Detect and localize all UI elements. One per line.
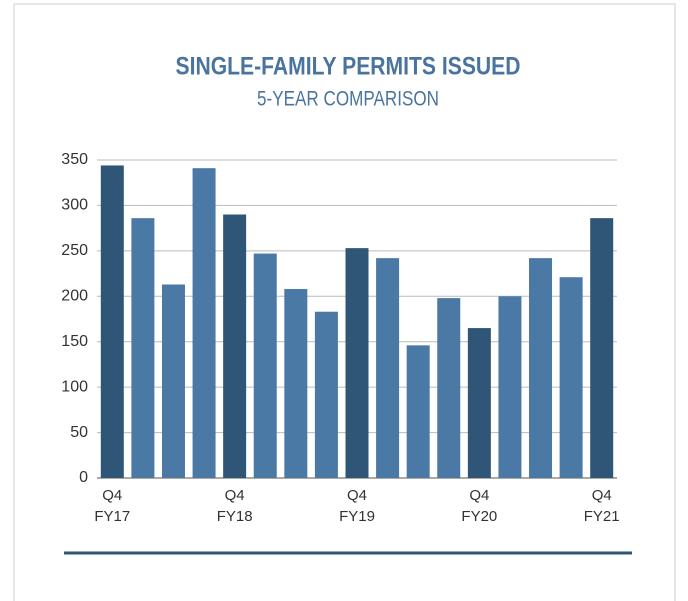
bar (345, 248, 369, 478)
bar (223, 214, 247, 478)
y-tick-label: 0 (79, 469, 88, 486)
bar (284, 289, 308, 478)
y-tick-label: 150 (61, 333, 88, 350)
y-tick-label: 100 (61, 378, 88, 395)
x-tick-label: Q4 FY20 (461, 487, 498, 525)
chart-title: SINGLE-FAMILY PERMITS ISSUED (176, 53, 521, 81)
bar (161, 284, 185, 478)
y-tick-label: 350 (61, 151, 88, 168)
x-tick-label: Q4 FY17 (94, 487, 131, 525)
bar (590, 218, 614, 479)
y-tick-label: 50 (70, 424, 88, 441)
bar (314, 311, 338, 478)
x-tick-label: Q4 FY19 (339, 487, 375, 525)
bar (529, 258, 553, 478)
y-tick-label: 200 (61, 288, 88, 305)
bar (192, 168, 216, 479)
bar (437, 298, 461, 478)
bar (467, 328, 491, 478)
chart-subtitle: 5-YEAR COMPARISON (257, 88, 439, 111)
bar (406, 345, 430, 478)
y-tick-label: 300 (61, 197, 88, 214)
frame (13, 3, 676, 601)
bar (253, 253, 277, 478)
bar (131, 218, 155, 479)
bar (100, 165, 124, 479)
bar (498, 296, 522, 478)
x-tick-label: Q4 FY18 (216, 487, 253, 525)
bar (376, 258, 400, 478)
y-tick-label: 250 (61, 242, 88, 259)
x-tick-label: Q4 FY21 (583, 487, 620, 525)
bar (559, 277, 583, 478)
